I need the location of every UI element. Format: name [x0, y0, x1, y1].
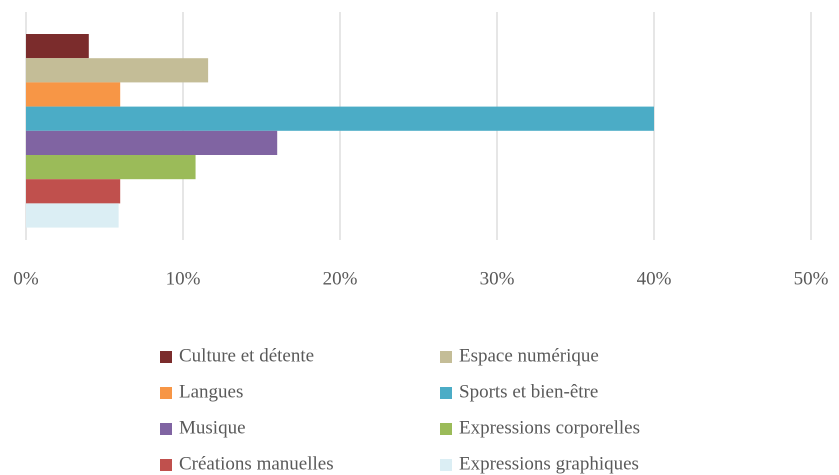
bar [26, 155, 196, 180]
legend-label: Musique [179, 417, 246, 438]
x-tick-label: 50% [794, 268, 829, 289]
x-tick-label: 0% [13, 268, 39, 289]
legend-label: Sports et bien-être [459, 381, 598, 402]
legend-swatch [440, 459, 452, 471]
bar [26, 106, 654, 131]
legend-label: Expressions corporelles [459, 417, 640, 438]
legend-swatch [160, 459, 172, 471]
bar [26, 34, 89, 59]
legend-swatch [440, 387, 452, 399]
x-tick-label: 10% [166, 268, 201, 289]
bar [26, 179, 121, 204]
x-tick-label: 40% [637, 268, 672, 289]
bar [26, 82, 121, 107]
legend-swatch [160, 387, 172, 399]
legend-swatch [440, 351, 452, 363]
legend-swatch [160, 351, 172, 363]
bar [26, 130, 278, 155]
legend-label: Créations manuelles [179, 453, 334, 474]
x-tick-label: 30% [480, 268, 515, 289]
bar [26, 58, 209, 83]
x-tick-label: 20% [323, 268, 358, 289]
legend-label: Expressions graphiques [459, 453, 639, 474]
legend-label: Langues [179, 381, 243, 402]
legend-label: Culture et détente [179, 345, 314, 366]
bar [26, 203, 119, 228]
legend-swatch [440, 423, 452, 435]
legend-swatch [160, 423, 172, 435]
legend-label: Espace numérique [459, 345, 599, 366]
